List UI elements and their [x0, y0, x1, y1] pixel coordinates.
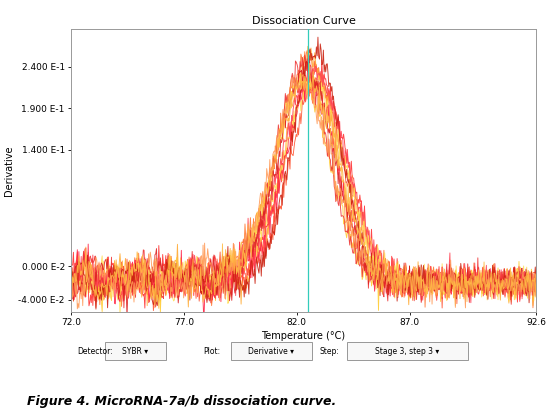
- Title: Dissociation Curve: Dissociation Curve: [252, 15, 356, 25]
- FancyBboxPatch shape: [347, 342, 468, 360]
- Text: Step:: Step:: [319, 347, 339, 356]
- Text: SYBR ▾: SYBR ▾: [123, 347, 149, 356]
- FancyBboxPatch shape: [231, 342, 312, 360]
- Text: Detector:: Detector:: [78, 347, 113, 356]
- Text: Derivative ▾: Derivative ▾: [248, 347, 294, 356]
- X-axis label: Temperature (°C): Temperature (°C): [261, 332, 346, 342]
- Text: Stage 3, step 3 ▾: Stage 3, step 3 ▾: [375, 347, 439, 356]
- Y-axis label: Derivative: Derivative: [4, 145, 14, 196]
- Text: Plot:: Plot:: [203, 347, 220, 356]
- FancyBboxPatch shape: [106, 342, 166, 360]
- Text: Figure 4. MicroRNA-7a/b dissociation curve.: Figure 4. MicroRNA-7a/b dissociation cur…: [27, 395, 336, 408]
